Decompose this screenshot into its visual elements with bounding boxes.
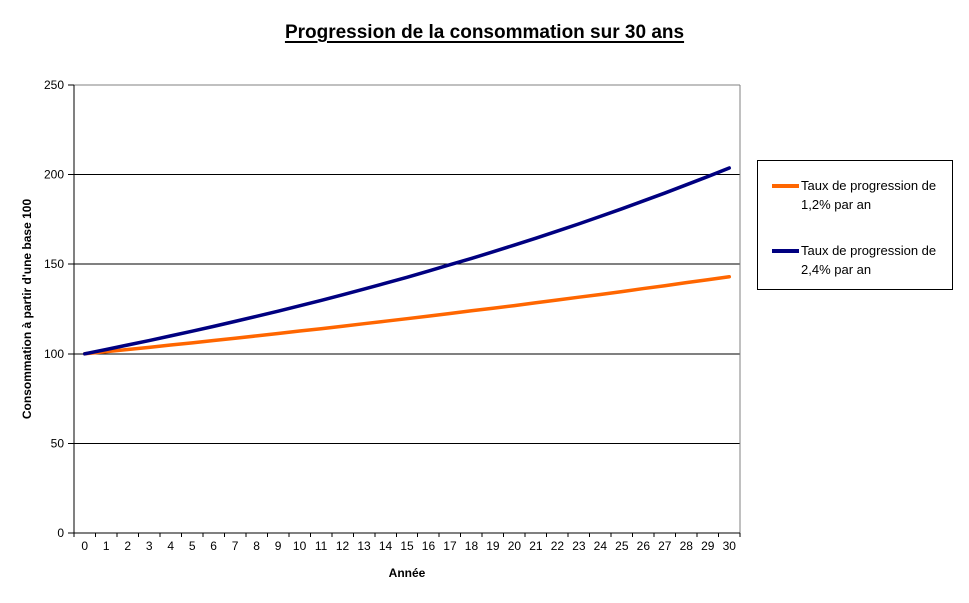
x-tick-label-4: 4 [167, 539, 174, 553]
x-tick-label-24: 24 [594, 539, 608, 553]
series-line-1 [82, 166, 732, 356]
y-tick-label-0: 0 [57, 526, 64, 540]
x-tick-label-27: 27 [658, 539, 672, 553]
x-tick-label-14: 14 [379, 539, 393, 553]
x-tick-label-3: 3 [146, 539, 153, 553]
x-tick-label-23: 23 [572, 539, 586, 553]
x-tick-label-18: 18 [465, 539, 479, 553]
x-tick-label-29: 29 [701, 539, 715, 553]
x-tick-label-13: 13 [357, 539, 371, 553]
y-tick-label-200: 200 [44, 168, 64, 182]
x-tick-label-26: 26 [637, 539, 651, 553]
x-tick-label-22: 22 [551, 539, 565, 553]
legend: Taux de progression de 1,2% par an Taux … [757, 160, 953, 290]
y-tick-label-50: 50 [51, 436, 65, 450]
x-tick-label-30: 30 [723, 539, 737, 553]
x-tick-label-2: 2 [124, 539, 131, 553]
x-axis-title: Année [388, 566, 426, 580]
y-tick-label-100: 100 [44, 347, 64, 361]
legend-swatch-orange-line [772, 184, 799, 188]
x-tick-label-17: 17 [443, 539, 457, 553]
x-tick-label-19: 19 [486, 539, 500, 553]
legend-entry-series-1: Taux de progression de 2,4% par an [772, 241, 946, 279]
y-tick-label-150: 150 [44, 257, 64, 271]
chart-title: Progression de la consommation sur 30 an… [284, 22, 685, 43]
x-tick-label-21: 21 [529, 539, 543, 553]
x-tick-label-5: 5 [189, 539, 196, 553]
legend-swatch-navy-line [772, 249, 799, 253]
x-tick-label-6: 6 [210, 539, 217, 553]
x-tick-label-12: 12 [336, 539, 350, 553]
x-tick-label-10: 10 [293, 539, 307, 553]
x-tick-label-0: 0 [81, 539, 88, 553]
x-tick-label-1: 1 [103, 539, 110, 553]
y-tick-label-250: 250 [44, 78, 64, 92]
legend-label-series-0: Taux de progression de 1,2% par an [801, 178, 937, 212]
x-tick-label-9: 9 [275, 539, 282, 553]
x-tick-label-15: 15 [400, 539, 414, 553]
x-tick-label-20: 20 [508, 539, 522, 553]
legend-label-series-1: Taux de progression de 2,4% par an [801, 243, 937, 277]
x-tick-label-11: 11 [315, 539, 328, 553]
x-tick-label-16: 16 [422, 539, 436, 553]
y-axis-title: Consommation à partir d'une base 100 [20, 198, 34, 420]
x-tick-label-28: 28 [680, 539, 694, 553]
series-line-0 [82, 274, 732, 356]
x-tick-label-8: 8 [253, 539, 260, 553]
legend-entry-series-0: Taux de progression de 1,2% par an [772, 176, 946, 214]
x-tick-label-25: 25 [615, 539, 629, 553]
x-tick-label-7: 7 [232, 539, 239, 553]
